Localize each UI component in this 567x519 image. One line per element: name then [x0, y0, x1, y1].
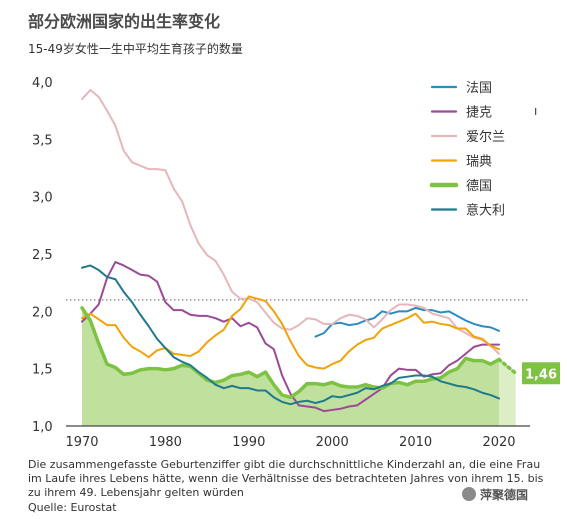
x-tick-label: 2000 [316, 435, 349, 450]
series-line-6 [81, 264, 500, 406]
y-tick-label: 2,0 [32, 305, 53, 320]
germany-forecast-area [499, 359, 516, 426]
highlight-badge [522, 362, 560, 385]
series-line-2 [81, 261, 500, 413]
series-line-5 [80, 306, 501, 400]
series-line-4 [81, 295, 500, 370]
germany-area [82, 307, 499, 426]
y-tick-label: 1,5 [32, 363, 53, 378]
corner-mark: ı [534, 104, 538, 118]
watermark-text: 萍聚德国 [480, 488, 529, 502]
legend-label: 捷克 [466, 106, 492, 121]
y-tick-label: 2,5 [32, 248, 53, 263]
x-tick-label: 1980 [149, 435, 182, 450]
legend-label: 瑞典 [466, 155, 492, 170]
chart-subtitle: 15-49岁女性一生中平均生育孩子的数量 [28, 42, 243, 56]
x-tick-label: 2020 [482, 435, 515, 450]
highlight-badge-label: 1,46 [525, 367, 557, 382]
y-tick-label: 1,0 [32, 420, 53, 435]
x-tick-label: 2010 [399, 435, 432, 450]
y-tick-label: 3,5 [32, 133, 53, 148]
legend-label: 德国 [466, 179, 492, 194]
chart-source: Quelle: Eurostat [28, 501, 117, 514]
legend-label: 法国 [466, 81, 492, 96]
germany-forecast-line [497, 357, 518, 376]
series-line-1 [314, 306, 500, 338]
x-tick-label: 1990 [232, 435, 265, 450]
y-tick-label: 4,0 [32, 76, 53, 91]
watermark: 萍聚德国 [462, 486, 528, 503]
y-tick-label: 3,0 [32, 191, 53, 206]
chart-footnote: Die zusammengefasste Geburtenziffer gibt… [28, 458, 544, 499]
chart-title: 部分欧洲国家的出生率变化 [28, 12, 221, 31]
wechat-icon [462, 487, 476, 501]
x-tick-label: 1970 [65, 435, 98, 450]
legend-label: 爱尔兰 [466, 130, 505, 145]
series-line-3 [81, 89, 500, 355]
legend-label: 意大利 [466, 203, 505, 219]
